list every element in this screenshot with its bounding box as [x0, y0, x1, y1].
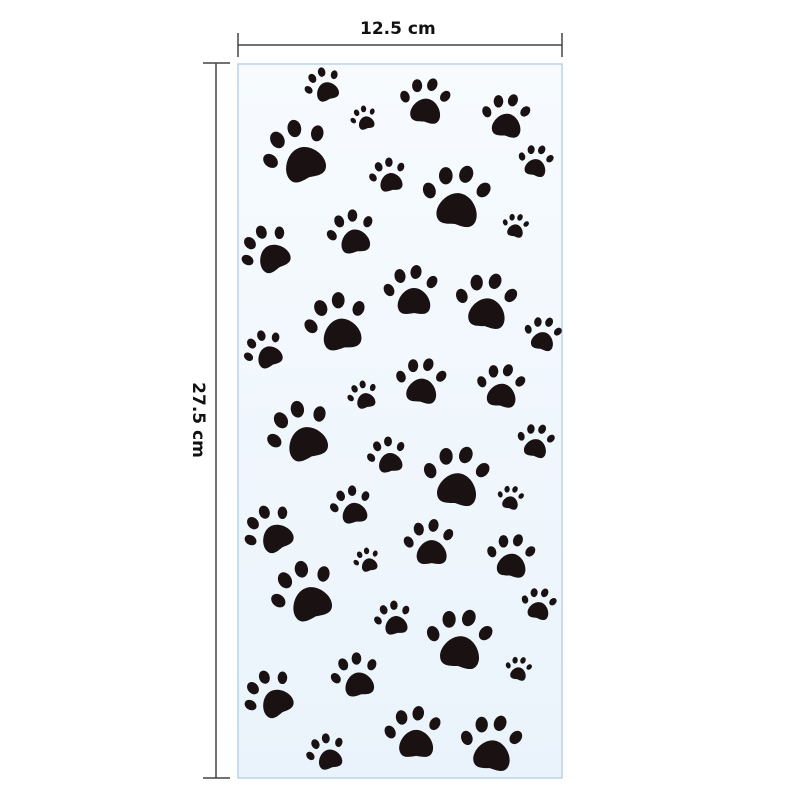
paw-print [369, 157, 405, 192]
paw-print [505, 656, 532, 681]
paw-print [374, 600, 410, 635]
paw-print [241, 225, 291, 274]
paw-print [326, 209, 373, 254]
paw-print-pattern [241, 67, 562, 771]
paw-print [244, 670, 294, 719]
paw-print [267, 400, 328, 462]
paw-print [304, 292, 365, 351]
height-label: 27.5 cm [188, 382, 208, 458]
paw-print [456, 273, 518, 329]
paw-print [329, 485, 370, 524]
paw-print [347, 380, 376, 409]
paw-print [521, 588, 557, 621]
paw-print [517, 424, 555, 459]
paw-print [524, 317, 562, 352]
paw-print [396, 358, 447, 404]
paw-print [330, 652, 377, 697]
paw-print [271, 560, 332, 622]
paw-print [403, 519, 454, 565]
paw-print [384, 706, 441, 757]
paw-print [422, 165, 491, 228]
width-dimension-line [237, 33, 563, 57]
paw-print [243, 330, 283, 369]
paw-print [350, 105, 375, 130]
paw-print [482, 94, 531, 138]
paw-print [400, 78, 451, 124]
paw-print [263, 119, 326, 183]
width-label: 12.5 cm [360, 19, 436, 39]
paw-print [518, 145, 554, 178]
paw-print [461, 715, 523, 771]
paw-print [353, 547, 378, 572]
paw-print [383, 265, 438, 314]
paw-print [244, 505, 294, 554]
height-dimension-line [203, 62, 230, 779]
paw-print [502, 213, 529, 238]
paw-print [497, 485, 524, 510]
paw-print [367, 436, 405, 473]
paw-print [477, 364, 526, 408]
paw-print [426, 609, 493, 670]
paw-print [304, 67, 339, 102]
paw-print [487, 534, 536, 578]
paw-print [423, 446, 490, 507]
paw-print [306, 733, 343, 770]
